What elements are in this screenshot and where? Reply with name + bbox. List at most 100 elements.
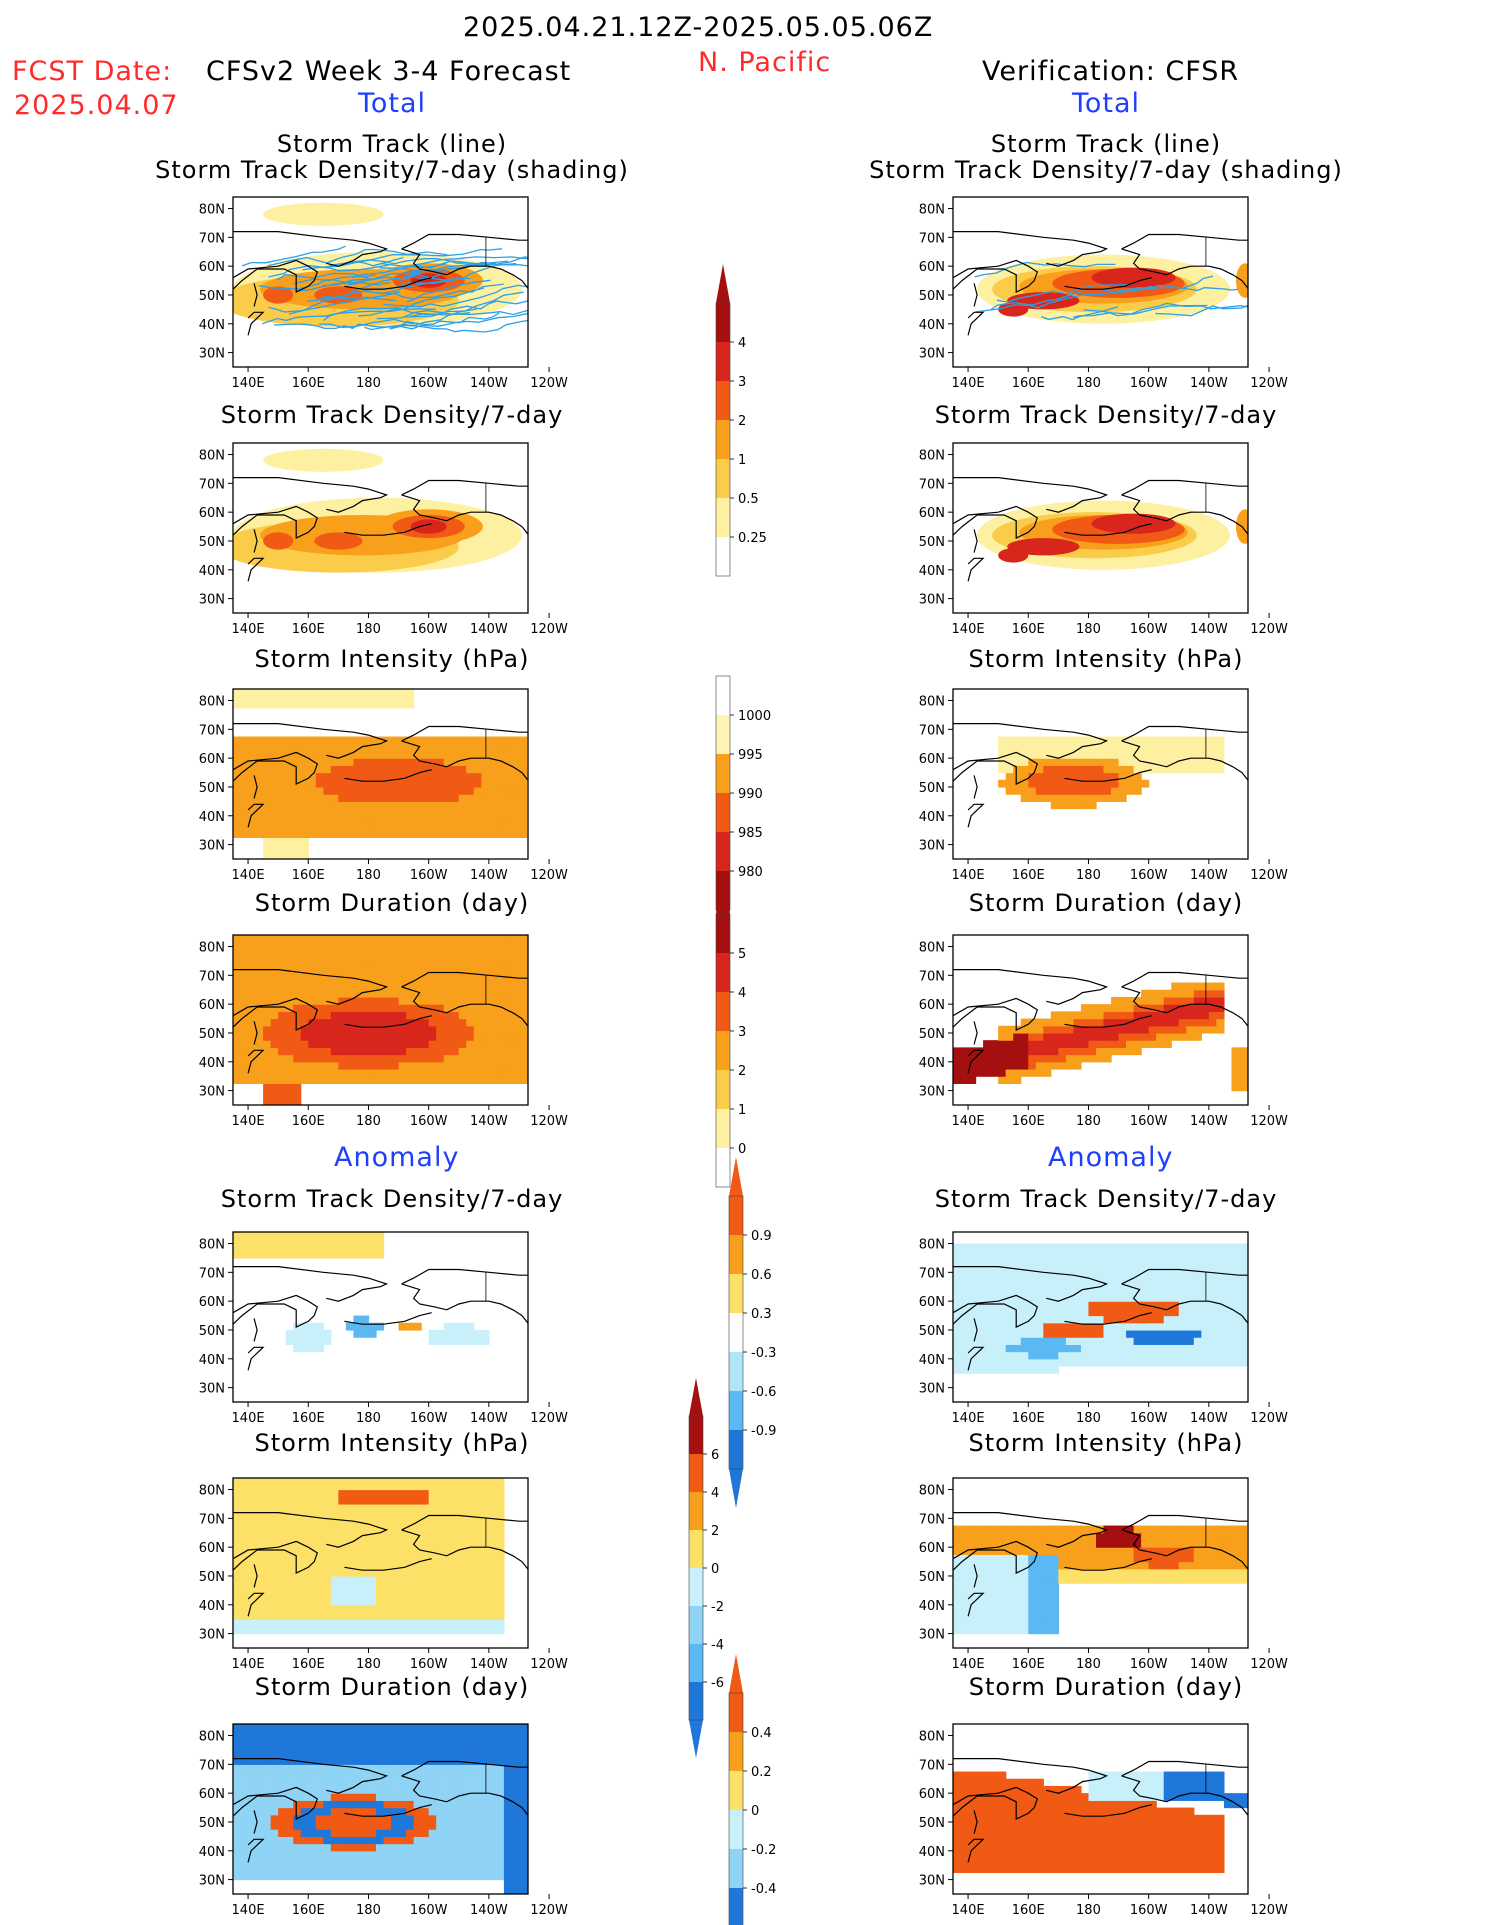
grid-cell bbox=[1020, 1308, 1029, 1317]
grid-cell bbox=[368, 700, 377, 709]
grid-cell bbox=[1118, 1018, 1127, 1027]
grid-cell bbox=[263, 1243, 272, 1252]
grid-cell bbox=[263, 1597, 272, 1606]
grid-cell bbox=[263, 765, 272, 774]
grid-cell bbox=[345, 765, 355, 774]
storm-track-line bbox=[974, 261, 1116, 278]
grid-cell bbox=[240, 822, 249, 831]
grid-cell bbox=[278, 1724, 287, 1729]
left-duration-anomaly-map-lon-label-120W: 120W bbox=[530, 1903, 568, 1918]
grid-cell bbox=[255, 750, 264, 759]
grid-cell bbox=[345, 1054, 355, 1063]
grid-cell bbox=[503, 1004, 513, 1012]
grid-cell bbox=[960, 1308, 969, 1317]
grid-cell bbox=[998, 1337, 1007, 1345]
grid-cell bbox=[323, 830, 332, 838]
grid-cell bbox=[488, 1749, 497, 1758]
grid-cell bbox=[300, 1250, 309, 1259]
grid-cell bbox=[345, 1068, 355, 1077]
grid-cell bbox=[308, 996, 317, 1005]
grid-cell bbox=[488, 1532, 497, 1541]
grid-cell bbox=[240, 765, 249, 774]
grid-cell bbox=[353, 1047, 362, 1056]
grid-cell bbox=[338, 772, 347, 781]
grid-cell bbox=[383, 1525, 392, 1534]
grid-cell bbox=[1013, 1076, 1022, 1084]
grid-cell bbox=[278, 1785, 287, 1794]
left-track-map-lat-label-80N: 80N bbox=[199, 203, 225, 218]
grid-cell bbox=[518, 1836, 528, 1845]
grid-cell bbox=[1126, 1286, 1135, 1295]
grid-cell bbox=[353, 689, 362, 694]
grid-cell bbox=[458, 1032, 467, 1041]
grid-cell bbox=[323, 939, 332, 948]
grid-cell bbox=[240, 1554, 249, 1563]
grid-cell bbox=[481, 1539, 490, 1548]
grid-cell bbox=[338, 1511, 347, 1519]
grid-cell bbox=[360, 1539, 370, 1548]
grid-cell bbox=[1141, 1329, 1150, 1338]
grid-cell bbox=[983, 1337, 992, 1345]
grid-cell bbox=[338, 689, 347, 694]
grid-cell bbox=[1028, 1032, 1037, 1041]
grid-cell bbox=[458, 1814, 467, 1823]
grid-cell bbox=[255, 1232, 264, 1237]
grid-cell bbox=[398, 1511, 407, 1519]
grid-cell bbox=[1133, 1293, 1142, 1302]
left-intensity-anomaly-map-lat-label-80N: 80N bbox=[199, 1484, 225, 1499]
grid-cell bbox=[413, 1785, 422, 1794]
grid-cell bbox=[481, 1047, 490, 1056]
left-duration-anomaly-map-frame bbox=[232, 1723, 529, 1895]
grid-cell bbox=[248, 1518, 257, 1527]
grid-cell bbox=[1163, 1040, 1172, 1048]
grid-cell bbox=[481, 765, 490, 774]
grid-cell bbox=[443, 772, 452, 781]
grid-cell bbox=[421, 939, 430, 948]
grid-cell bbox=[481, 1785, 490, 1794]
grid-cell bbox=[323, 1850, 332, 1859]
left-density-map-lat-label-60N: 60N bbox=[199, 506, 225, 521]
grid-cell bbox=[315, 1778, 324, 1787]
grid-cell bbox=[1043, 1351, 1052, 1360]
grid-cell bbox=[1013, 1040, 1022, 1048]
grid-cell bbox=[285, 1843, 294, 1852]
grid-cell bbox=[308, 1778, 317, 1787]
right-density-map-lat-label-50N: 50N bbox=[919, 535, 945, 550]
grid-cell bbox=[503, 1879, 513, 1888]
grid-cell bbox=[278, 1025, 287, 1034]
fcst-date-value: 2025.04.07 bbox=[14, 90, 179, 121]
grid-cell bbox=[353, 982, 362, 991]
grid-cell bbox=[345, 1724, 355, 1729]
right-track-map-coastline-4 bbox=[1064, 277, 1152, 290]
grid-cell bbox=[270, 1511, 279, 1519]
grid-cell bbox=[406, 1061, 415, 1070]
grid-cell bbox=[368, 1539, 377, 1548]
grid-cell bbox=[323, 1047, 332, 1056]
grid-cell bbox=[1231, 1083, 1240, 1092]
grid-cell bbox=[1088, 1337, 1097, 1345]
grid-cell bbox=[323, 1778, 332, 1787]
grid-cell bbox=[451, 1518, 460, 1527]
grid-cell bbox=[473, 801, 482, 810]
grid-cell bbox=[488, 1619, 497, 1627]
grid-cell bbox=[1171, 1257, 1180, 1266]
grid-cell bbox=[330, 815, 339, 824]
grid-cell bbox=[481, 1496, 490, 1505]
grid-cell bbox=[503, 1011, 513, 1020]
grid-cell bbox=[375, 743, 385, 752]
grid-cell bbox=[1050, 1250, 1059, 1259]
grid-cell bbox=[511, 935, 520, 940]
grid-cell bbox=[1148, 1279, 1157, 1288]
grid-cell bbox=[1028, 1365, 1037, 1374]
grid-cell bbox=[1208, 1308, 1217, 1317]
grid-cell bbox=[1111, 794, 1120, 802]
grid-cell bbox=[233, 1496, 242, 1505]
grid-cell bbox=[308, 960, 317, 969]
grid-cell bbox=[255, 1032, 264, 1041]
grid-cell bbox=[1193, 1004, 1202, 1012]
grid-cell bbox=[308, 689, 317, 694]
grid-cell bbox=[511, 1886, 520, 1894]
grid-cell bbox=[360, 1511, 370, 1519]
grid-cell bbox=[308, 1800, 317, 1809]
grid-cell bbox=[330, 1040, 339, 1048]
